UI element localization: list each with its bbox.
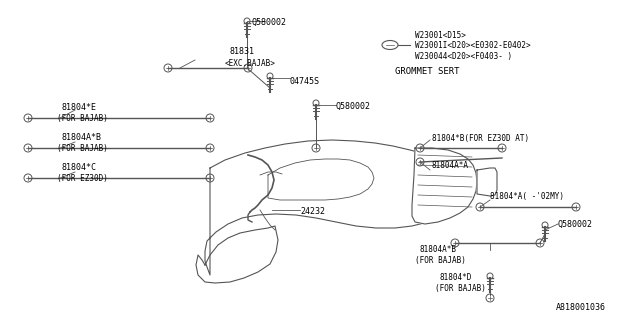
Text: Q580002: Q580002 xyxy=(558,220,593,228)
Text: 81804*B(FOR EZ30D AT): 81804*B(FOR EZ30D AT) xyxy=(432,133,529,142)
Text: W230044<D20><F0403- ): W230044<D20><F0403- ) xyxy=(415,52,512,60)
Text: Q580002: Q580002 xyxy=(252,18,287,27)
Text: 81804A*B: 81804A*B xyxy=(420,245,457,254)
Text: (FOR BAJAB): (FOR BAJAB) xyxy=(435,284,486,293)
Text: 81804*C: 81804*C xyxy=(62,164,97,172)
Text: 81831: 81831 xyxy=(230,47,255,57)
Text: 24232: 24232 xyxy=(300,207,325,217)
Text: A818001036: A818001036 xyxy=(556,303,606,313)
Text: (FOR EZ30D): (FOR EZ30D) xyxy=(57,174,108,183)
Text: (FOR BAJAB): (FOR BAJAB) xyxy=(415,257,466,266)
Text: Q580002: Q580002 xyxy=(336,101,371,110)
Text: <EXC.BAJAB>: <EXC.BAJAB> xyxy=(225,59,276,68)
Text: W23001I<D20><E0302-E0402>: W23001I<D20><E0302-E0402> xyxy=(415,42,531,51)
Polygon shape xyxy=(412,148,477,224)
Text: 81804A*A: 81804A*A xyxy=(432,161,469,170)
Text: 81804*A( -'02MY): 81804*A( -'02MY) xyxy=(490,193,564,202)
Polygon shape xyxy=(205,140,462,275)
Text: 81804A*B: 81804A*B xyxy=(62,133,102,142)
Polygon shape xyxy=(268,159,374,200)
Text: 81804*E: 81804*E xyxy=(62,103,97,113)
Text: 81804*D: 81804*D xyxy=(440,274,472,283)
Text: 04745S: 04745S xyxy=(290,76,320,85)
Text: GROMMET SERT: GROMMET SERT xyxy=(395,68,460,76)
Polygon shape xyxy=(196,226,278,283)
Polygon shape xyxy=(477,168,497,196)
Text: W23001<D15>: W23001<D15> xyxy=(415,31,466,41)
Text: (FOR BAJAB): (FOR BAJAB) xyxy=(57,115,108,124)
Text: (FOR BAJAB): (FOR BAJAB) xyxy=(57,145,108,154)
